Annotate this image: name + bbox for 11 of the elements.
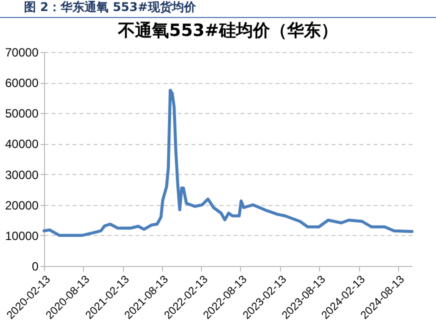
y-tick-label: 60000 xyxy=(5,76,39,90)
y-tick-label: 50000 xyxy=(5,106,39,121)
chart-title: 图 2：华东通氧 553#现货均价 xyxy=(0,0,436,18)
line-series xyxy=(42,88,414,237)
y-tick-label: 30000 xyxy=(5,168,39,182)
y-tick-label: 70000 xyxy=(5,46,39,60)
y-tick-label: 20000 xyxy=(5,198,39,212)
y-tick-label: 0 xyxy=(32,260,39,274)
y-tick-label: 10000 xyxy=(5,228,39,243)
y-tick-label: 40000 xyxy=(5,137,39,152)
chart-subtitle: 不通氧553#硅均价（华东） xyxy=(117,21,338,41)
